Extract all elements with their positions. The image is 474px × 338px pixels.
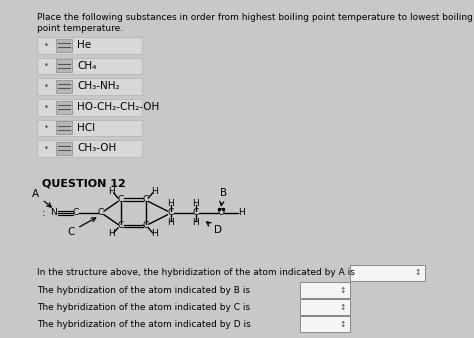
Text: C: C bbox=[118, 195, 124, 204]
Bar bbox=[56, 59, 72, 72]
Text: ↕: ↕ bbox=[339, 320, 346, 329]
Bar bbox=[37, 99, 142, 116]
Bar bbox=[37, 37, 142, 54]
Text: C: C bbox=[143, 221, 149, 231]
Text: H: H bbox=[167, 199, 174, 208]
Text: Place the following substances in order from highest boiling point temperature t: Place the following substances in order … bbox=[37, 13, 473, 33]
Text: HCl: HCl bbox=[77, 123, 95, 133]
Bar bbox=[350, 265, 425, 281]
Text: CH₃-NH₂: CH₃-NH₂ bbox=[77, 81, 119, 91]
Text: H: H bbox=[151, 188, 158, 196]
Text: In the structure above, the hybridization of the atom indicated by A is: In the structure above, the hybridizatio… bbox=[37, 268, 355, 277]
Bar bbox=[37, 120, 142, 137]
Text: •: • bbox=[44, 82, 48, 91]
Text: H: H bbox=[109, 188, 115, 196]
Bar bbox=[300, 299, 350, 315]
Text: H: H bbox=[167, 218, 174, 227]
Text: H: H bbox=[238, 209, 245, 217]
Text: :: : bbox=[42, 208, 46, 218]
Text: He: He bbox=[77, 40, 91, 50]
Bar bbox=[56, 101, 72, 114]
Text: The hybridization of the atom indicated by D is: The hybridization of the atom indicated … bbox=[37, 320, 251, 329]
Bar bbox=[56, 121, 72, 135]
Text: N: N bbox=[50, 209, 56, 217]
Text: A: A bbox=[32, 189, 51, 207]
Bar bbox=[56, 80, 72, 93]
Bar bbox=[37, 58, 142, 74]
Text: H: H bbox=[192, 199, 199, 208]
Text: ↕: ↕ bbox=[339, 286, 346, 294]
Text: C: C bbox=[67, 218, 96, 237]
Text: O: O bbox=[217, 209, 224, 217]
Text: C: C bbox=[192, 209, 199, 217]
Text: •: • bbox=[44, 61, 48, 70]
Text: QUESTION 12: QUESTION 12 bbox=[42, 179, 125, 189]
Text: CH₄: CH₄ bbox=[77, 61, 96, 71]
Text: ↕: ↕ bbox=[339, 303, 346, 312]
Bar bbox=[56, 142, 72, 155]
Text: C: C bbox=[118, 221, 124, 231]
Text: •: • bbox=[44, 102, 48, 112]
Bar bbox=[37, 78, 142, 95]
Bar bbox=[300, 316, 350, 332]
Text: •: • bbox=[44, 41, 48, 50]
Text: The hybridization of the atom indicated by C is: The hybridization of the atom indicated … bbox=[37, 303, 250, 312]
Text: C: C bbox=[98, 209, 104, 217]
Text: ↕: ↕ bbox=[415, 268, 421, 277]
Text: H: H bbox=[192, 218, 199, 227]
Text: H: H bbox=[109, 230, 115, 238]
Text: HO-CH₂-CH₂-OH: HO-CH₂-CH₂-OH bbox=[77, 102, 159, 112]
Text: •: • bbox=[44, 123, 48, 132]
Text: D: D bbox=[207, 222, 222, 235]
Text: C: C bbox=[143, 195, 149, 204]
Text: H: H bbox=[151, 230, 158, 238]
Text: •: • bbox=[44, 144, 48, 153]
Bar bbox=[56, 39, 72, 52]
Text: CH₃-OH: CH₃-OH bbox=[77, 143, 116, 153]
Bar bbox=[37, 140, 142, 157]
Text: The hybridization of the atom indicated by B is: The hybridization of the atom indicated … bbox=[37, 286, 250, 294]
Bar bbox=[300, 282, 350, 298]
Text: C: C bbox=[73, 209, 79, 217]
Text: C: C bbox=[167, 209, 174, 217]
Text: B: B bbox=[219, 188, 227, 206]
